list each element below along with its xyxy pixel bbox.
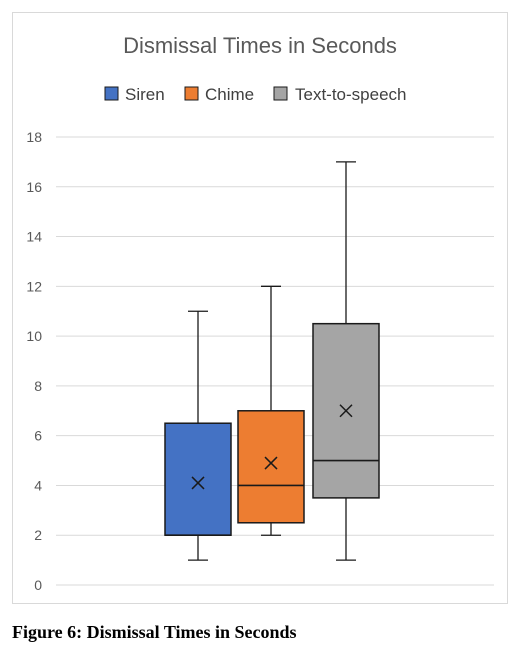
legend-label-text-to-speech: Text-to-speech: [295, 85, 407, 104]
figure-caption: Figure 6: Dismissal Times in Seconds: [12, 622, 297, 642]
legend-swatch-text-to-speech: [273, 86, 288, 101]
box-plot-chart: Dismissal Times in Seconds Siren Chime Tex…: [26, 33, 494, 593]
legend-label-siren: Siren: [125, 85, 165, 104]
box-chime: [237, 285, 305, 536]
y-tick-label: 8: [34, 378, 42, 394]
legend-swatch-chime: [184, 86, 199, 101]
y-tick-label: 10: [26, 328, 42, 344]
y-tick-label: 4: [34, 477, 42, 493]
iqr-box: [237, 410, 305, 524]
iqr-box: [164, 422, 232, 536]
mean-marker: [339, 404, 353, 418]
gridlines: [56, 136, 494, 586]
box-siren: [164, 310, 232, 561]
y-axis-ticks: 0 2 4 6 8 10 12 14 16 18: [26, 129, 42, 593]
mean-marker: [191, 476, 205, 490]
y-tick-label: 14: [26, 229, 42, 245]
box-series: [164, 161, 380, 561]
legend-swatch-siren: [104, 86, 119, 101]
y-tick-label: 18: [26, 129, 42, 145]
y-tick-label: 2: [34, 527, 42, 543]
y-tick-label: 16: [26, 179, 42, 195]
mean-marker: [264, 456, 278, 470]
box-text-to-speech: [312, 161, 380, 561]
chart-title: Dismissal Times in Seconds: [123, 33, 397, 58]
y-tick-label: 6: [34, 428, 42, 444]
chart-container: Dismissal Times in Seconds Siren Chime Tex…: [12, 12, 508, 604]
legend: Siren Chime Text-to-speech: [104, 85, 407, 104]
y-tick-label: 12: [26, 278, 42, 294]
legend-label-chime: Chime: [205, 85, 254, 104]
y-tick-label: 0: [34, 577, 42, 593]
